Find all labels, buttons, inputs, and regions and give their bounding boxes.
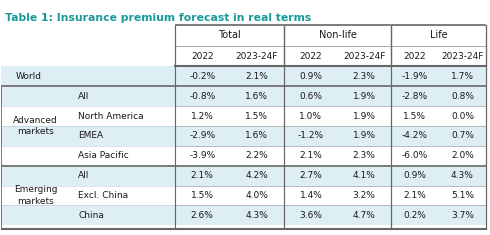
Bar [0,166,486,186]
Text: 2023-24F: 2023-24F [343,52,385,61]
Text: EMEA: EMEA [78,131,103,140]
Text: 1.9%: 1.9% [353,131,376,140]
Text: 0.2%: 0.2% [403,211,426,220]
Text: 2022: 2022 [299,52,322,61]
Text: -3.9%: -3.9% [189,151,215,160]
Text: 3.6%: 3.6% [299,211,322,220]
Text: 1.0%: 1.0% [299,112,322,121]
Bar [0,106,486,126]
Text: Life: Life [430,31,447,40]
Text: 0.9%: 0.9% [403,171,426,180]
Text: 0.8%: 0.8% [451,92,474,101]
Text: 0.0%: 0.0% [451,112,474,121]
Text: 2.1%: 2.1% [403,191,426,200]
Text: 2.7%: 2.7% [299,171,322,180]
Text: 2.1%: 2.1% [245,72,269,81]
Text: China: China [78,211,104,220]
Text: 0.6%: 0.6% [299,92,322,101]
Bar [0,205,486,225]
Text: 5.1%: 5.1% [451,191,474,200]
Bar [175,24,486,66]
Text: Total: Total [218,31,241,40]
Text: 4.1%: 4.1% [353,171,375,180]
Text: 1.6%: 1.6% [245,131,269,140]
Text: 3.2%: 3.2% [353,191,375,200]
Bar [0,86,486,106]
Text: North America: North America [78,112,144,121]
Text: 1.4%: 1.4% [299,191,322,200]
Text: Asia Pacific: Asia Pacific [78,151,129,160]
Text: 4.3%: 4.3% [451,171,474,180]
Text: 2.3%: 2.3% [353,151,375,160]
Text: -0.2%: -0.2% [189,72,215,81]
Text: -0.8%: -0.8% [189,92,215,101]
Text: 2022: 2022 [191,52,214,61]
Text: -1.2%: -1.2% [298,131,324,140]
Text: 2.1%: 2.1% [191,171,214,180]
Text: 2023-24F: 2023-24F [441,52,484,61]
Text: 3.7%: 3.7% [451,211,474,220]
Text: 1.5%: 1.5% [245,112,269,121]
Bar [0,186,486,205]
Text: 1.2%: 1.2% [191,112,214,121]
Text: 1.9%: 1.9% [353,112,376,121]
Text: Non-life: Non-life [318,31,356,40]
Text: 0.9%: 0.9% [299,72,322,81]
Bar [0,126,486,146]
Text: 1.5%: 1.5% [191,191,214,200]
Bar [0,66,486,86]
Text: Excl. China: Excl. China [78,191,128,200]
Bar [0,146,486,166]
Text: 1.9%: 1.9% [353,92,376,101]
Text: 4.2%: 4.2% [245,171,269,180]
Text: -2.9%: -2.9% [189,131,215,140]
Text: Table 1: Insurance premium forecast in real terms: Table 1: Insurance premium forecast in r… [5,13,311,23]
Text: Emerging
markets: Emerging markets [14,185,57,206]
Text: World: World [16,72,42,81]
Text: 2.2%: 2.2% [245,151,269,160]
Text: 1.7%: 1.7% [451,72,474,81]
Text: 1.5%: 1.5% [403,112,426,121]
Text: All: All [78,92,90,101]
Text: 0.7%: 0.7% [451,131,474,140]
Text: 1.6%: 1.6% [245,92,269,101]
Text: 4.0%: 4.0% [245,191,269,200]
Text: 2.3%: 2.3% [353,72,375,81]
Text: 2.0%: 2.0% [451,151,474,160]
Text: -6.0%: -6.0% [401,151,428,160]
Text: -2.8%: -2.8% [402,92,428,101]
Text: -4.2%: -4.2% [402,131,428,140]
Text: 2022: 2022 [403,52,426,61]
Text: 4.7%: 4.7% [353,211,375,220]
Text: 2.1%: 2.1% [299,151,322,160]
Text: 4.3%: 4.3% [245,211,269,220]
Text: -1.9%: -1.9% [401,72,428,81]
Text: All: All [78,171,90,180]
Text: Advanced
markets: Advanced markets [13,116,58,136]
Text: 2023-24F: 2023-24F [236,52,278,61]
Text: 2.6%: 2.6% [191,211,214,220]
